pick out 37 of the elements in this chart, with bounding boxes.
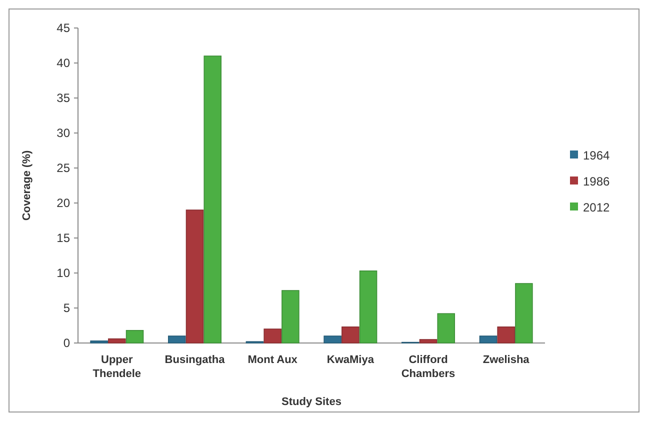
bar [186,210,204,344]
y-tick-label: 25 [56,161,70,176]
legend-label: 2012 [583,200,610,215]
bar [359,270,378,344]
y-tick-label: 20 [56,196,70,210]
bar [264,328,282,344]
y-tick-label: 10 [56,266,70,280]
bar [479,336,498,344]
bar [342,326,360,344]
bar [204,56,222,344]
bar [168,336,186,344]
x-tick-label: Zwelisha [482,354,530,366]
y-tick-label: 35 [56,91,70,106]
y-axis-title: Coverage (%) [21,150,33,221]
bar [324,336,342,344]
bar [437,313,455,344]
x-tick-label: Busingatha [164,354,226,366]
legend-label: 1986 [583,174,610,189]
x-tick-label: KwaMiya [326,354,375,366]
x-axis-title: Study Sites [282,396,342,408]
x-tick-label: Clifford Chambers [401,354,456,380]
y-tick-label: 40 [56,56,70,70]
y-tick-label: 15 [56,231,70,246]
y-tick-label: 5 [63,301,70,316]
bar [90,340,108,344]
bar [126,330,144,344]
y-tick-label: 0 [63,336,70,350]
bar [108,338,126,344]
y-tick-label: 45 [56,21,70,36]
x-tick-label: Upper Thendele [92,354,142,380]
bar [419,339,438,344]
bar [282,290,300,344]
y-tick-label: 30 [56,126,70,140]
bar [497,326,515,344]
bar [515,283,533,344]
legend-label: 1964 [583,148,610,163]
x-tick-label: Mont Aux [248,354,298,366]
